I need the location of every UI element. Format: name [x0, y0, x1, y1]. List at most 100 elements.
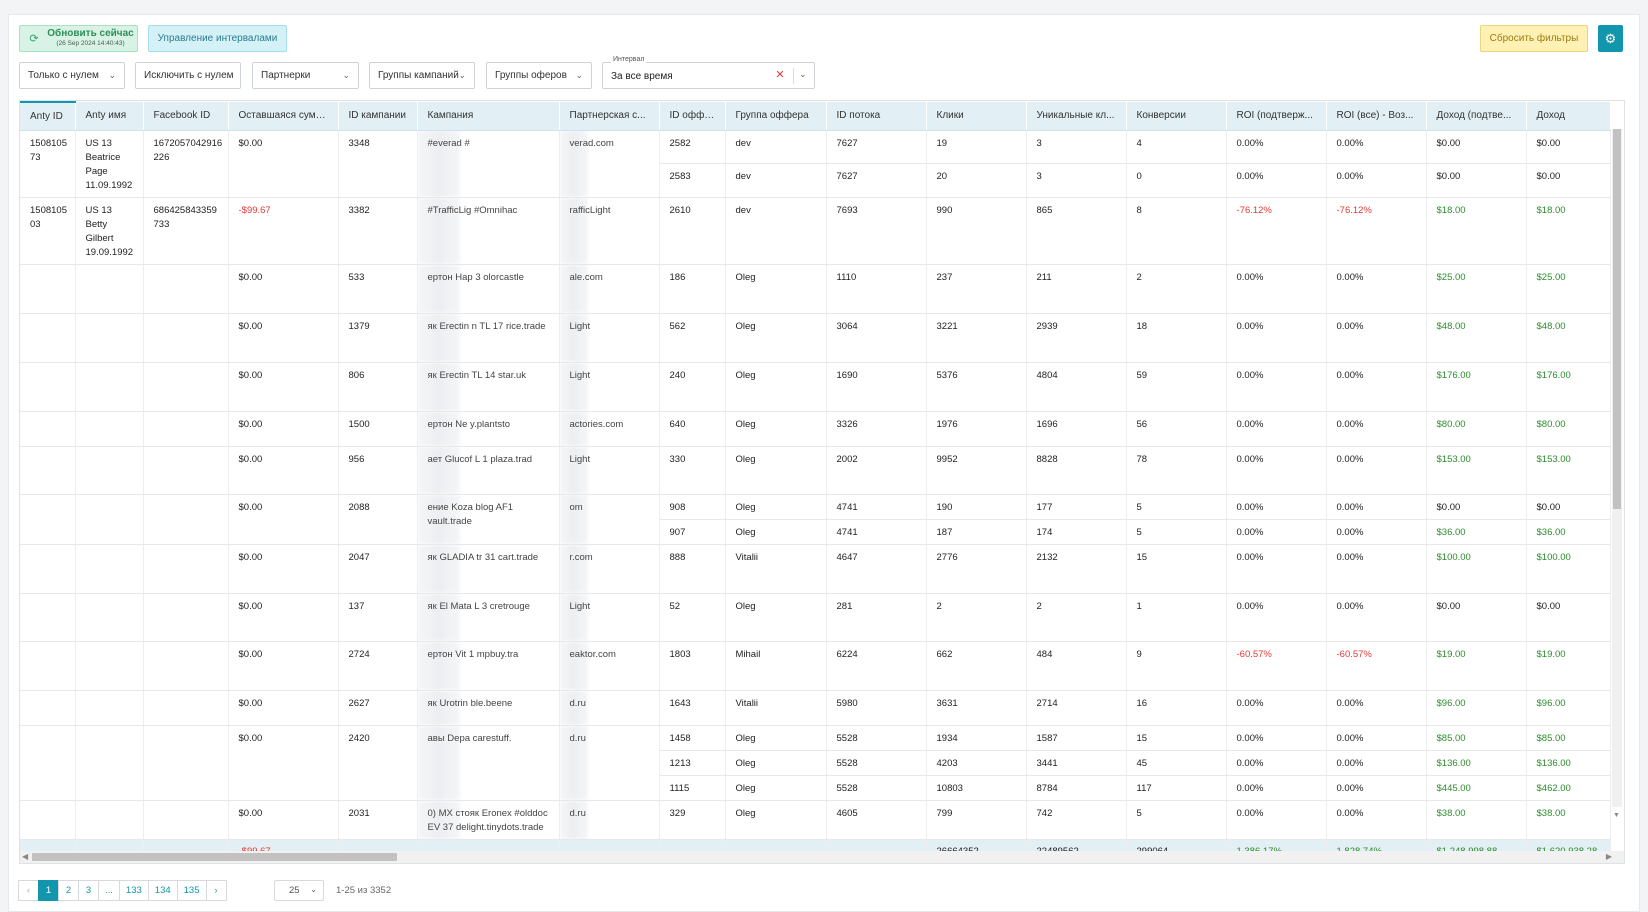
page-button[interactable]: 133: [118, 880, 149, 901]
scroll-down-icon[interactable]: ▼: [1613, 812, 1620, 819]
anty-id-cell: [20, 313, 76, 363]
partner-cell: ale.com: [559, 264, 660, 314]
column-header[interactable]: Конверсии: [1126, 102, 1227, 131]
scroll-left-icon[interactable]: ◀: [22, 852, 29, 861]
offer-id-cell: 640: [659, 411, 726, 447]
income-cell: $0.00: [1526, 163, 1611, 198]
unique-clicks-cell: 3441: [1026, 750, 1127, 776]
unique-clicks-cell: 2714: [1026, 690, 1127, 726]
facebook-id-cell: [143, 593, 229, 642]
column-header[interactable]: Клики: [926, 102, 1027, 131]
roi-all-cell: 0.00%: [1326, 163, 1427, 198]
table-row: $0.00 1500 ертон Ne y.plantsto actories.com…: [20, 411, 1611, 447]
prev-page-button[interactable]: ‹: [18, 880, 39, 901]
redacted-block: [417, 593, 460, 640]
manage-intervals-button[interactable]: Управление интервалами: [148, 25, 287, 52]
anty-name-cell: US 13 Betty Gilbert 19.09.1992: [75, 197, 144, 265]
campaign-groups-label: Группы кампаний: [378, 70, 459, 81]
roi-all-cell: -76.12%: [1326, 197, 1427, 265]
column-header[interactable]: ROI (подтверж...: [1226, 102, 1327, 131]
per-page-select[interactable]: 25 ⌄: [274, 880, 324, 901]
offer-group-cell: Oleg: [725, 313, 827, 363]
page-button[interactable]: ...: [98, 880, 120, 901]
chevron-down-icon: ⌄: [342, 70, 350, 80]
page-button[interactable]: 135: [176, 880, 207, 901]
only-zero-filter[interactable]: Только с нулем ⌄: [19, 62, 125, 89]
conversions-cell: 45: [1126, 750, 1227, 776]
column-header[interactable]: Anty ID: [20, 101, 76, 131]
vertical-scrollbar[interactable]: ▼: [1612, 129, 1622, 819]
page-button[interactable]: 1: [38, 880, 59, 901]
campaign-groups-filter[interactable]: Группы кампаний ⌄: [369, 62, 475, 89]
remaining-cell: $0.00: [228, 362, 339, 412]
column-header[interactable]: Партнерская с...: [559, 102, 660, 131]
campaign-id-cell: 2420: [338, 725, 418, 801]
roi-confirmed-cell: 0.00%: [1226, 264, 1327, 314]
column-header[interactable]: ID оффе...: [659, 102, 726, 131]
income-confirmed-cell: $445.00: [1426, 775, 1527, 801]
exclude-zero-filter[interactable]: Исключить с нулем: [135, 62, 241, 89]
campaign-name: як Erectin n TL 17 rice.trade: [427, 320, 546, 332]
table-row: $0.00 2031 0) MX стояк Eronex #olddoc EV 3…: [20, 800, 1611, 840]
settings-button[interactable]: ⚙: [1598, 25, 1623, 52]
income-confirmed-cell: $136.00: [1426, 750, 1527, 776]
column-header[interactable]: Доход: [1526, 102, 1611, 131]
remaining-cell: $0.00: [228, 494, 339, 545]
partner-name: Light: [569, 453, 591, 465]
offer-groups-filter[interactable]: Группы оферов ⌄: [486, 62, 592, 89]
column-header[interactable]: Anty имя: [75, 102, 144, 131]
conversions-cell: 59: [1126, 362, 1227, 412]
column-header[interactable]: Кампания: [417, 102, 560, 131]
table-row: $0.00 533 ертон Hap 3 olorcastle ale.com 186…: [20, 264, 1611, 314]
roi-all-cell: 0.00%: [1326, 775, 1427, 801]
column-header[interactable]: ROI (все) - Воз...: [1326, 102, 1427, 131]
offer-group-cell: Mihail: [725, 641, 827, 691]
column-header[interactable]: Доход (подтве...: [1426, 102, 1527, 131]
page-button[interactable]: 134: [147, 880, 178, 901]
roi-confirmed-cell: 0.00%: [1226, 411, 1327, 447]
income-cell: $85.00: [1526, 725, 1611, 751]
column-header[interactable]: Группа оффера: [725, 102, 827, 131]
clicks-cell: 2776: [926, 544, 1027, 594]
income-confirmed-cell: $80.00: [1426, 411, 1527, 447]
page-button[interactable]: 2: [58, 880, 79, 901]
offer-id-cell: 186: [659, 264, 726, 314]
clear-icon[interactable]: ✕: [775, 69, 785, 81]
conversions-cell: 5: [1126, 800, 1227, 840]
facebook-id-cell: [143, 544, 229, 594]
anty-id-cell: 1508105 73: [20, 130, 76, 198]
offer-id-cell: 907: [659, 519, 726, 545]
offer-id-cell: 888: [659, 544, 726, 594]
partner-cell: d.ru: [559, 800, 660, 840]
reset-filters-button[interactable]: Сбросить фильтры: [1480, 25, 1588, 52]
refresh-now-button[interactable]: ⟳ Обновить сейчас (26 Sep 2024 14:40:43): [19, 25, 138, 52]
campaign-id-cell: 2047: [338, 544, 418, 594]
chevron-down-icon[interactable]: ⌄: [799, 69, 807, 79]
campaign-name: як Erectin TL 14 star.uk: [427, 369, 527, 381]
table-row: 2583 dev 7627 20 3 0 0.00% 0.00% $0.00 $0.00: [20, 163, 1611, 198]
column-header[interactable]: Уникальные кл...: [1026, 102, 1127, 131]
stream-id-cell: 5528: [826, 725, 927, 751]
page-button[interactable]: 3: [78, 880, 99, 901]
campaign-cell: 0) MX стояк Eronex #olddoc EV 37 delight…: [417, 800, 560, 840]
column-header[interactable]: ID потока: [826, 102, 927, 131]
unique-clicks-cell: 2132: [1026, 544, 1127, 594]
horizontal-scrollbar[interactable]: ◀ ▶: [20, 851, 1624, 863]
income-confirmed-cell: $0.00: [1426, 593, 1527, 642]
scrollbar-thumb[interactable]: [1613, 129, 1621, 509]
column-header[interactable]: ID кампании: [338, 102, 418, 131]
interval-select[interactable]: Интервал За все время ✕ ⌄: [602, 56, 815, 89]
unique-clicks-cell: 8784: [1026, 775, 1127, 801]
partner-name: Light: [569, 369, 591, 381]
table-row: 907 Oleg 4741 187 174 5 0.00% 0.00% $36.00 $36.00: [20, 519, 1611, 545]
only-zero-label: Только с нулем: [28, 70, 99, 81]
next-page-button[interactable]: ›: [205, 880, 227, 901]
column-header[interactable]: Facebook ID: [143, 102, 229, 131]
column-header[interactable]: Оставшаяся сумма: [228, 102, 339, 131]
scrollbar-thumb[interactable]: [32, 853, 397, 861]
partners-filter[interactable]: Партнерки ⌄: [252, 62, 359, 89]
campaign-cell: як Urotrin ble.beene: [417, 690, 560, 726]
scroll-right-icon[interactable]: ▶: [1605, 852, 1612, 861]
redacted-block: [559, 725, 588, 799]
campaign-name: ертон Vit 1 mpbuy.tra: [427, 648, 519, 660]
